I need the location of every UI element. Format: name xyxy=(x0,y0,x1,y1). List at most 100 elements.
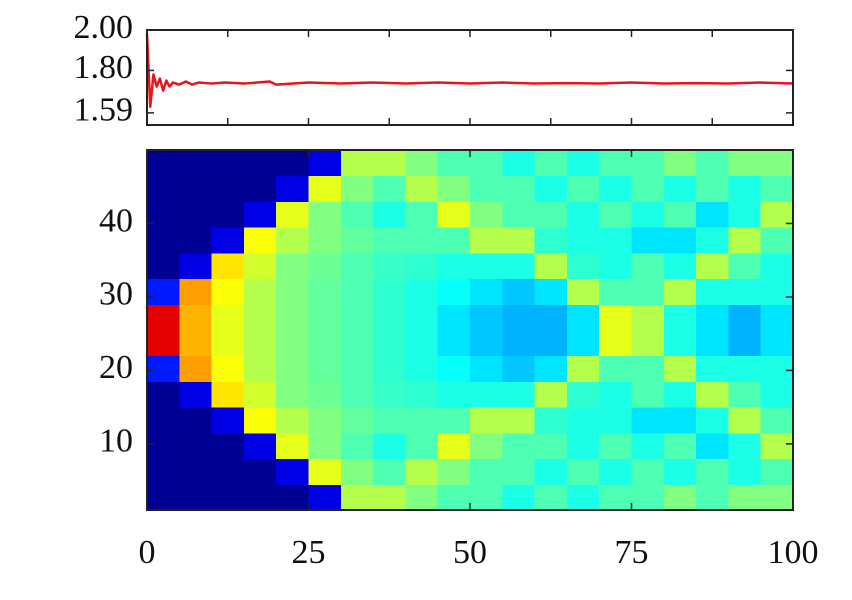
heat-cell xyxy=(211,304,245,331)
heat-cell xyxy=(340,484,374,511)
heat-cell xyxy=(340,278,374,305)
heat-cell xyxy=(340,252,374,280)
heat-cell xyxy=(534,278,568,305)
heat-cell xyxy=(243,407,277,434)
heat-cell xyxy=(405,227,439,254)
heat-cell xyxy=(760,175,794,202)
heat-cell xyxy=(340,355,374,382)
heat-cell xyxy=(373,201,406,228)
heat-cell xyxy=(179,201,213,228)
heat-cell xyxy=(696,278,729,305)
heat-cell xyxy=(470,458,503,485)
heat-cell xyxy=(728,304,762,331)
heat-cell xyxy=(373,458,406,485)
y-tick-label: 20 xyxy=(99,349,133,386)
heat-cell xyxy=(760,458,794,485)
heat-cell xyxy=(663,432,697,460)
heat-cell xyxy=(663,278,697,305)
y-tick-label: 1.59 xyxy=(74,92,134,129)
heat-cell xyxy=(340,432,374,460)
heat-cell xyxy=(728,227,762,254)
y-tick-label: 1.80 xyxy=(74,49,134,86)
heat-cell xyxy=(599,278,632,305)
heat-cell xyxy=(728,381,762,408)
heat-cell xyxy=(211,252,245,280)
heat-cell xyxy=(373,227,406,254)
heat-cell xyxy=(599,304,632,331)
heat-cell xyxy=(470,407,503,434)
heat-cell xyxy=(566,150,600,177)
heat-cell xyxy=(502,458,536,485)
heat-cell xyxy=(276,252,309,280)
heat-cell xyxy=(179,304,213,331)
heat-cell xyxy=(599,484,632,511)
heat-cell xyxy=(437,355,471,382)
heat-cell xyxy=(502,432,536,460)
plot-frame xyxy=(146,29,794,126)
heat-cell xyxy=(470,252,503,280)
y-tick-label: 30 xyxy=(99,276,133,313)
heat-cell xyxy=(243,150,277,177)
heat-cell xyxy=(470,355,503,382)
heat-cell xyxy=(437,150,471,177)
heat-cell xyxy=(696,175,729,202)
heat-cell xyxy=(308,330,342,357)
heat-cell xyxy=(276,484,309,511)
heat-cell xyxy=(276,227,309,254)
heat-cell xyxy=(470,432,503,460)
heat-cell xyxy=(340,330,374,357)
heat-cell xyxy=(308,201,342,228)
heat-cell xyxy=(470,381,503,408)
heat-cell xyxy=(631,330,665,357)
heat-cell xyxy=(696,150,729,177)
y-tick-label: 40 xyxy=(99,202,133,239)
heat-cell xyxy=(373,484,406,511)
heat-cell xyxy=(147,150,180,177)
heat-cell xyxy=(760,278,794,305)
heat-cell xyxy=(631,432,665,460)
heat-cell xyxy=(179,278,213,305)
heat-cell xyxy=(566,227,600,254)
heat-cell xyxy=(534,355,568,382)
heat-cell xyxy=(534,484,568,511)
heat-cell xyxy=(534,252,568,280)
heat-cell xyxy=(502,252,536,280)
heat-cell xyxy=(728,355,762,382)
heat-cell xyxy=(437,304,471,331)
heat-cell xyxy=(566,458,600,485)
heat-cell xyxy=(147,355,180,382)
heat-cell xyxy=(405,484,439,511)
heat-cell xyxy=(696,330,729,357)
heat-cell xyxy=(276,304,309,331)
heat-cell xyxy=(147,278,180,305)
heat-cell xyxy=(211,381,245,408)
heat-cell xyxy=(373,252,406,280)
heat-cell xyxy=(663,227,697,254)
heat-cell xyxy=(728,484,762,511)
plot-frame xyxy=(146,149,794,511)
heat-cell xyxy=(147,252,180,280)
heat-cell xyxy=(340,201,374,228)
heat-cell xyxy=(696,484,729,511)
heat-cell xyxy=(631,458,665,485)
heat-cell xyxy=(405,458,439,485)
heat-cell xyxy=(470,484,503,511)
heat-cell xyxy=(599,458,632,485)
heat-cell xyxy=(631,252,665,280)
heat-cell xyxy=(243,458,277,485)
heat-cell xyxy=(566,432,600,460)
heat-cell xyxy=(243,252,277,280)
heat-cell xyxy=(437,330,471,357)
heat-cell xyxy=(437,278,471,305)
heat-cell xyxy=(663,150,697,177)
heat-cell xyxy=(728,407,762,434)
heat-cell xyxy=(308,175,342,202)
data-line xyxy=(145,33,794,109)
heat-cell xyxy=(243,381,277,408)
heat-cell xyxy=(696,227,729,254)
heat-cell xyxy=(599,381,632,408)
heat-cell xyxy=(179,252,213,280)
heat-cell xyxy=(437,175,471,202)
heat-cell xyxy=(243,227,277,254)
heat-cell xyxy=(566,304,600,331)
